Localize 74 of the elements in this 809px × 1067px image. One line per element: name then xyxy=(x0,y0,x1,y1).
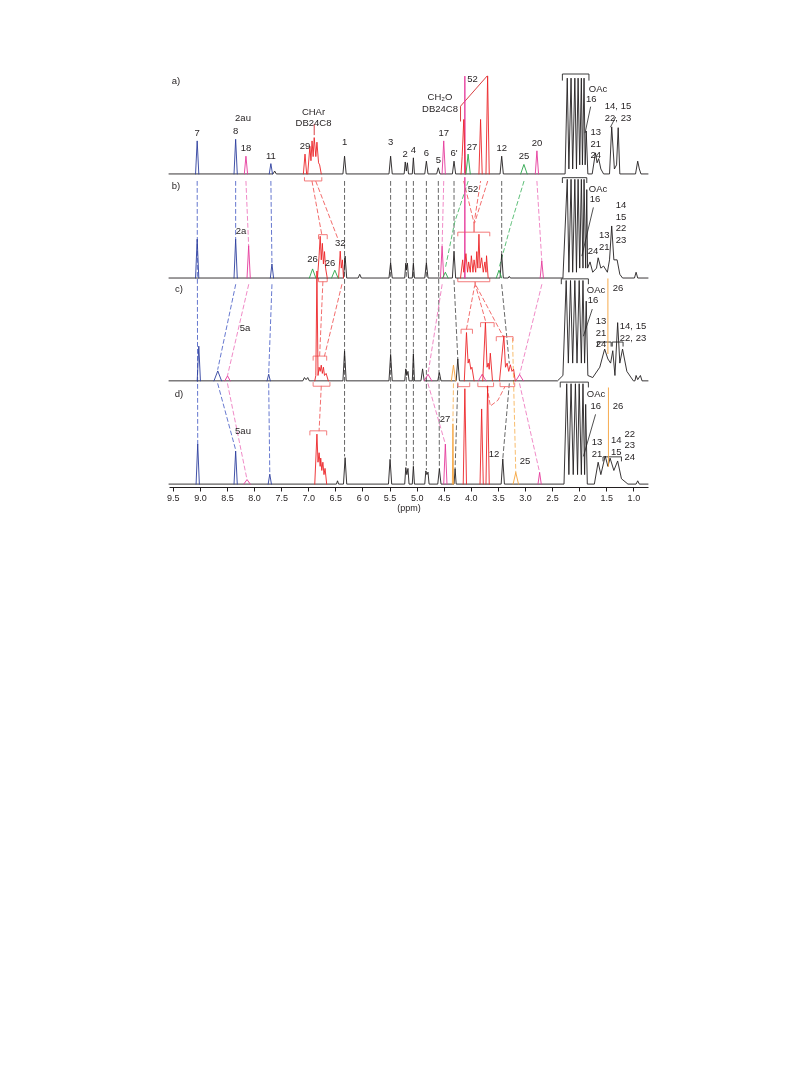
annotation: 5a xyxy=(239,321,251,333)
annotation: 5au xyxy=(235,425,251,436)
annotation: 2a xyxy=(235,225,247,236)
x-tick-label: 1.0 xyxy=(627,492,641,503)
annotation: 11 xyxy=(265,149,276,161)
annotation: 6 xyxy=(423,147,430,159)
annotation: 26 xyxy=(307,253,318,264)
annotation: 52 xyxy=(467,182,479,194)
annotation: 13 21 xyxy=(599,229,610,252)
x-tick-label: 7.5 xyxy=(275,492,288,503)
annotation: 26 xyxy=(324,256,336,268)
annotation: 5 xyxy=(435,153,441,165)
annotation: 27 xyxy=(466,140,478,152)
x-tick-label: 3.5 xyxy=(492,492,505,503)
x-tick-label: 9.0 xyxy=(194,492,207,503)
annotation: 18 xyxy=(240,142,252,154)
annotation: 3 xyxy=(387,136,394,147)
annotation: OAc xyxy=(588,183,608,194)
annotation: 6' xyxy=(450,147,458,159)
annotation: a) xyxy=(171,75,181,86)
annotation: 16 xyxy=(590,400,601,411)
annotation: 14 15 22 23 xyxy=(615,199,627,245)
annotation: OAc xyxy=(588,82,608,94)
annotation: 13 21 xyxy=(591,436,603,459)
annotation: 12 xyxy=(496,142,507,154)
annotation: 4 xyxy=(410,143,417,155)
annotation: 20 xyxy=(531,136,543,148)
annotation: OAc xyxy=(586,388,606,400)
annotation: CH₂O DB24C8 xyxy=(422,91,458,114)
annotation: 22 23 24 xyxy=(624,427,635,462)
annotation: 27 xyxy=(439,413,451,424)
annotation: 24 xyxy=(587,245,599,256)
x-tick-label: 8.5 xyxy=(221,492,234,503)
annotation: 1 xyxy=(341,136,348,147)
annotation: 16 xyxy=(586,93,597,105)
annotation: 25 xyxy=(519,455,531,466)
annotation: b) xyxy=(171,180,181,191)
x-tick-label: 3.0 xyxy=(519,492,532,503)
annotation: 26 xyxy=(612,281,624,293)
x-tick-label: 5.5 xyxy=(383,492,397,503)
annotation: 8 xyxy=(233,125,239,137)
annotation: 13 21 24 xyxy=(595,315,607,349)
x-tick-label: 8.0 xyxy=(248,492,261,503)
annotation: 52 xyxy=(467,73,478,84)
annotation: 17 xyxy=(438,126,450,138)
x-tick-label: 4.5 xyxy=(437,492,451,503)
annotation: c) xyxy=(175,283,183,295)
annotation: 2au xyxy=(235,112,251,123)
annotation: d) xyxy=(174,388,184,400)
x-tick-label: 4.0 xyxy=(465,492,478,503)
x-tick-label: 2.5 xyxy=(546,492,559,503)
annotation: CHAr DB24C8 xyxy=(295,105,332,128)
annotation: OAc xyxy=(586,284,606,295)
annotation: 16 xyxy=(589,193,601,205)
x-axis-title: (ppm) xyxy=(397,502,421,513)
annotation: 2 xyxy=(402,147,408,159)
annotation: 26 xyxy=(612,400,624,411)
annotation: 29 xyxy=(299,140,311,152)
annotation: 13 21 24 xyxy=(590,126,601,160)
annotation: 25 xyxy=(518,150,530,162)
annotation: 14 15 xyxy=(611,434,622,457)
x-tick-label: 2.0 xyxy=(573,492,586,503)
annotation: 14, 15 22, 23 xyxy=(604,100,632,123)
annotation: 12 xyxy=(488,448,500,459)
annotation: 14, 15 22, 23 xyxy=(619,320,647,343)
x-tick-label: 5.0 xyxy=(410,492,424,503)
x-tick-label: 9.5 xyxy=(167,492,180,503)
x-tick-label: 1.5 xyxy=(600,492,614,503)
x-tick-label: 6.5 xyxy=(329,492,343,503)
annotation: 7 xyxy=(194,126,200,138)
annotation: 16 xyxy=(587,294,599,305)
x-tick-label: 7.0 xyxy=(302,492,316,503)
x-tick-label: 6 0 xyxy=(356,492,370,503)
annotation: 32 xyxy=(334,237,346,249)
